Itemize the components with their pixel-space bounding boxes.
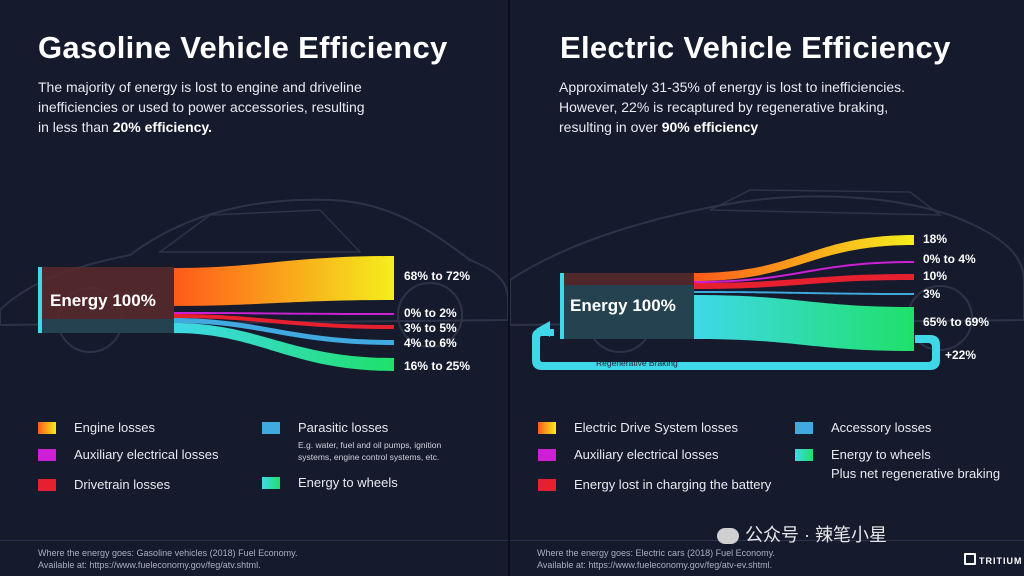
ev-regen-arrow-icon — [536, 321, 550, 337]
wechat-icon — [717, 528, 739, 545]
legend-parasitic-label: Parasitic losses — [298, 420, 389, 435]
panel-divider — [508, 0, 510, 576]
legend-ev-auxiliary-label: Auxiliary electrical losses — [574, 447, 719, 462]
swatch-auxiliary — [38, 449, 56, 461]
electric-subtitle-line-3: resulting in over — [559, 119, 662, 135]
electric-panel: Electric Vehicle Efficiency Approximatel… — [510, 0, 1024, 576]
legend-wheels-label: Energy to wheels — [298, 475, 398, 490]
legend-engine-label: Engine losses — [74, 420, 155, 435]
ev-regen-loop — [532, 329, 940, 370]
legend-auxiliary-label: Auxiliary electrical losses — [74, 447, 219, 462]
ev-source-bar-bottom — [564, 285, 694, 339]
electric-source-line-1: Where the energy goes: Electric cars (20… — [537, 548, 775, 558]
gasoline-title: Gasoline Vehicle Efficiency — [38, 30, 448, 65]
gasoline-panel: Gasoline Vehicle Efficiency The majority… — [0, 0, 508, 576]
gas-output-drivetrain: 3% to 5% — [404, 321, 457, 335]
ev-source-label: Energy 100% — [570, 296, 676, 315]
electric-title: Electric Vehicle Efficiency — [560, 30, 951, 65]
ev-flow-drive-system — [694, 235, 914, 281]
legend-ev-wheels-note: Plus net regenerative braking — [831, 466, 1001, 481]
electric-footer-divider — [510, 540, 1024, 541]
gas-output-engine: 68% to 72% — [404, 269, 470, 283]
swatch-ev-wheels — [795, 449, 813, 461]
electric-subtitle-line-1: Approximately 31-35% of energy is lost t… — [559, 79, 906, 95]
ev-source-edge — [560, 273, 564, 339]
electric-sankey: Energy 100% 18% 0% to 4% 10% 3% 65% to 6… — [532, 232, 989, 370]
gasoline-footer-divider — [0, 540, 508, 541]
swatch-charging — [538, 479, 556, 491]
gas-flow-drivetrain — [174, 314, 394, 329]
gasoline-subtitle: The majority of energy is lost to engine… — [38, 77, 378, 137]
swatch-wheels — [262, 477, 280, 489]
gas-flow-engine — [174, 256, 394, 306]
watermark: 公众号 · 辣笔小星 — [717, 521, 887, 547]
ev-source-bar-top — [564, 273, 694, 285]
gasoline-source: Where the energy goes: Gasoline vehicles… — [38, 547, 297, 571]
legend-drive-system-label: Electric Drive System losses — [574, 420, 738, 435]
swatch-engine — [38, 422, 56, 434]
swatch-drive-system — [538, 422, 556, 434]
swatch-ev-auxiliary — [538, 449, 556, 461]
ev-regen-label: Regenerative Braking — [596, 358, 678, 368]
gas-flow-auxiliary — [174, 312, 394, 315]
legend-ev-wheels-label: Energy to wheels — [831, 447, 931, 462]
electric-subtitle-bold: 90% efficiency — [661, 119, 759, 135]
swatch-parasitic — [262, 422, 280, 434]
ev-output-accessory: 3% — [923, 287, 941, 301]
ev-output-drive-system: 18% — [923, 232, 947, 246]
gas-source-edge — [38, 267, 42, 333]
electric-subtitle: Approximately 31-35% of energy is lost t… — [559, 77, 939, 137]
gas-output-wheels: 16% to 25% — [404, 359, 470, 373]
gasoline-source-line-2: Available at: https://www.fueleconomy.go… — [38, 560, 261, 570]
legend-drivetrain-label: Drivetrain losses — [74, 477, 171, 492]
swatch-drivetrain — [38, 479, 56, 491]
tritium-logo-icon — [964, 553, 976, 565]
gasoline-source-line-1: Where the energy goes: Gasoline vehicles… — [38, 548, 298, 558]
swatch-accessory — [795, 422, 813, 434]
legend-accessory-label: Accessory losses — [831, 420, 932, 435]
ev-flow-accessory — [694, 291, 914, 295]
ev-output-auxiliary: 0% to 4% — [923, 252, 976, 266]
electric-subtitle-line-2: However, 22% is recaptured by regenerati… — [559, 99, 889, 115]
ev-output-charging: 10% — [923, 269, 947, 283]
gas-source-label: Energy 100% — [50, 291, 156, 310]
ev-regen-value: +22% — [945, 348, 976, 362]
legend-parasitic-note-2: systems, engine control systems, etc. — [298, 452, 440, 462]
gas-flow-wheels — [174, 323, 394, 371]
ev-flow-auxiliary — [694, 261, 914, 283]
gasoline-subtitle-bold: 20% efficiency. — [112, 119, 213, 135]
ev-output-wheels: 65% to 69% — [923, 315, 989, 329]
gas-output-auxiliary: 0% to 2% — [404, 306, 457, 320]
electric-source-line-2: Available at: https://www.fueleconomy.go… — [537, 560, 773, 570]
brand-logo: TRITIUM — [964, 553, 1023, 566]
gasoline-sankey: Energy 100% 68% to 72% 0% to 2% 3% to 5%… — [38, 256, 470, 373]
ev-flow-charging — [694, 274, 914, 289]
gas-flow-parasitic — [174, 318, 394, 345]
legend-charging-label: Energy lost in charging the battery — [574, 477, 772, 492]
brand-text: TRITIUM — [979, 556, 1023, 566]
ev-flow-wheels — [694, 295, 914, 351]
legend-parasitic-note-1: E.g. water, fuel and oil pumps, ignition — [298, 440, 442, 450]
gasoline-subtitle-text: The majority of energy is lost to engine… — [38, 79, 365, 135]
gas-output-parasitic: 4% to 6% — [404, 336, 457, 350]
electric-source: Where the energy goes: Electric cars (20… — [537, 547, 775, 571]
gas-source-bar-bottom — [42, 319, 174, 333]
gas-source-bar-top — [42, 267, 174, 319]
watermark-text: 公众号 · 辣笔小星 — [745, 525, 887, 545]
